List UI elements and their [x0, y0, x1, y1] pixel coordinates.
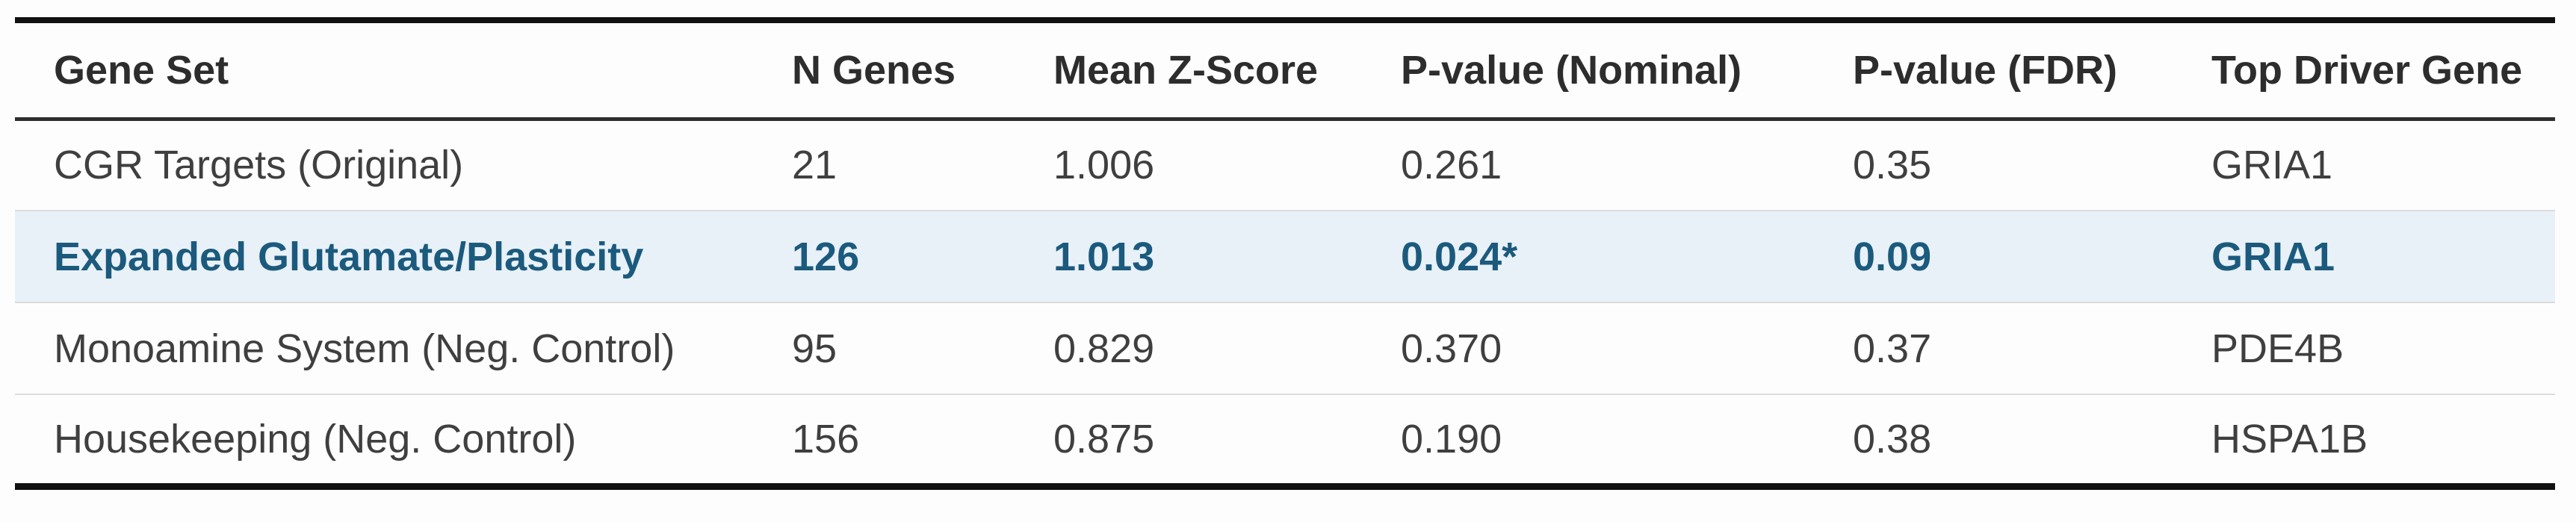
cell-p-value-nominal: 0.024*	[1362, 210, 1814, 302]
header-row: Gene Set N Genes Mean Z-Score P-value (N…	[15, 20, 2555, 121]
col-header-p-value-nominal: P-value (Nominal)	[1362, 20, 1814, 121]
cell-mean-z-score: 1.013	[1015, 210, 1362, 302]
cell-p-value-nominal: 0.370	[1362, 302, 1814, 394]
cell-gene-set: Expanded Glutamate/Plasticity	[15, 210, 753, 302]
cell-top-driver-gene: HSPA1B	[2173, 394, 2555, 486]
cell-p-value-fdr: 0.09	[1814, 210, 2173, 302]
cell-p-value-fdr: 0.35	[1853, 143, 1932, 188]
cell-n-genes: 156	[753, 394, 1015, 486]
col-header-n-genes: N Genes	[753, 20, 1015, 121]
cell-top-driver-gene: PDE4B	[2173, 302, 2555, 394]
cell-p-value-nominal: 0.261	[1401, 143, 1502, 188]
cell-top-driver-gene: GRIA1	[2173, 210, 2555, 302]
cell-mean-z-score: 1.006	[1053, 143, 1155, 188]
cell-gene-set: Monoamine System (Neg. Control)	[15, 302, 753, 394]
cell-p-value-nominal: 0.190	[1362, 394, 1814, 486]
table-row-housekeeping: Housekeeping (Neg. Control) 156 0.875 0.…	[15, 394, 2555, 486]
col-header-gene-set: Gene Set	[15, 20, 753, 121]
col-header-p-value-fdr: P-value (FDR)	[1814, 20, 2173, 121]
cell-mean-z-score: 0.829	[1015, 302, 1362, 394]
table-row-cgr-targets: CGR Targets (Original) 21 1.006 0.261 0.…	[15, 119, 2555, 211]
table-row-expanded-glutamate-plasticity-highlighted: Expanded Glutamate/Plasticity 126 1.013 …	[15, 210, 2555, 302]
cell-n-genes: 21	[792, 143, 837, 188]
cell-mean-z-score: 0.875	[1015, 394, 1362, 486]
cell-p-value-fdr: 0.37	[1814, 302, 2173, 394]
cell-gene-set: CGR Targets (Original)	[54, 143, 464, 188]
col-header-top-driver-gene: Top Driver Gene	[2173, 20, 2555, 121]
gene-set-enrichment-table: Gene Set N Genes Mean Z-Score P-value (N…	[15, 17, 2555, 490]
table-row-monoamine-system: Monoamine System (Neg. Control) 95 0.829…	[15, 302, 2555, 394]
col-header-mean-z-score: Mean Z-Score	[1015, 20, 1362, 121]
cell-p-value-fdr: 0.38	[1814, 394, 2173, 486]
cell-n-genes: 95	[753, 302, 1015, 394]
cell-gene-set: Housekeeping (Neg. Control)	[15, 394, 753, 486]
cell-top-driver-gene: GRIA1	[2211, 143, 2333, 188]
cell-n-genes: 126	[753, 210, 1015, 302]
